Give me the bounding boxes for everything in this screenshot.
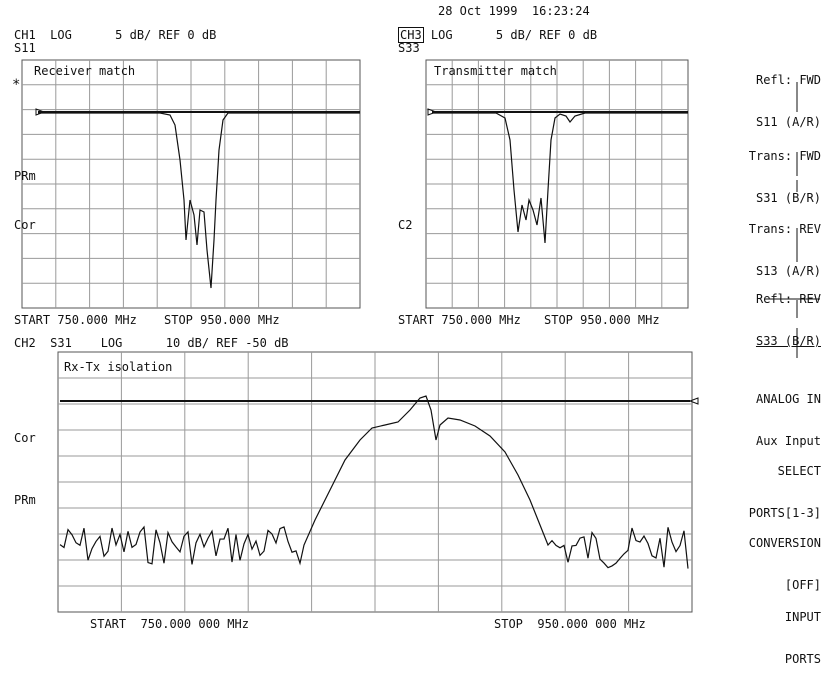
ch2-annotation-cor: Cor: [14, 431, 36, 445]
ch2-stop-frequency: STOP 950.000 000 MHz: [494, 617, 646, 631]
ch1-stop-frequency: STOP 950.000 MHz: [164, 313, 280, 327]
softkey-sublabel: PORTS: [784, 652, 821, 666]
ch3-stop-frequency: STOP 950.000 MHz: [544, 313, 660, 327]
ch3-parameter: S33: [398, 41, 420, 55]
softkey-label: INPUT: [784, 610, 821, 624]
softkey-sublabel: S33 (B/R): [755, 334, 821, 348]
ch3-header: CH3 LOG 5 dB/ REF 0 dB: [398, 27, 598, 43]
analyzer-display: [21, 59, 820, 613]
ch1-graticule: [21, 59, 361, 309]
timestamp: 28 Oct 1999 16:23:24: [438, 4, 590, 18]
ch1-active-marker: *: [12, 77, 21, 93]
softkey-sublabel: S31 (B/R): [755, 191, 821, 205]
ch3-scale: LOG 5 dB/ REF 0 dB: [423, 28, 598, 42]
ch1-title: Receiver match: [34, 64, 136, 78]
ch1-start-frequency: START 750.000 MHz: [14, 313, 137, 327]
softkey-separators: [765, 82, 820, 358]
softkey-sublabel: S13 (A/R): [755, 264, 821, 278]
ch1-header: CH1 LOG 5 dB/ REF 0 dB: [14, 28, 217, 42]
softkey-label: Trans: REV: [748, 222, 821, 236]
softkey-conversion[interactable]: CONVERSION [OFF]: [749, 508, 821, 606]
ch2-start-frequency: START 750.000 000 MHz: [90, 617, 249, 631]
softkey-sublabel: [OFF]: [784, 578, 821, 592]
softkey-label: Refl: FWD: [755, 73, 821, 87]
ch3-annotation-c2: C2: [398, 218, 413, 232]
ch3-channel-box: CH3: [398, 27, 424, 43]
ch3-trace: [432, 112, 688, 244]
ch2-annotation-prm: PRm: [14, 493, 36, 507]
softkey-trans-fwd[interactable]: Trans: FWD S31 (B/R): [749, 121, 821, 219]
softkey-refl-rev[interactable]: Refl: REV S33 (B/R): [756, 264, 821, 362]
ch3-graticule: [425, 59, 689, 309]
softkey-sublabel: Aux Input: [755, 434, 821, 448]
ch2-title: Rx-Tx isolation: [64, 360, 173, 374]
softkey-label: CONVERSION: [748, 536, 821, 550]
softkey-sublabel: S11 (A/R): [755, 115, 821, 129]
softkey-label: Trans: FWD: [748, 149, 821, 163]
softkey-refl-fwd[interactable]: Refl: FWD S11 (A/R): [756, 45, 821, 143]
softkey-input-ports[interactable]: INPUT PORTS: [785, 582, 821, 680]
ch3-title: Transmitter match: [434, 64, 557, 78]
softkey-trans-rev[interactable]: Trans: REV S13 (A/R): [749, 194, 821, 292]
ch2-header: CH2 S31 LOG 10 dB/ REF -50 dB: [14, 336, 289, 350]
ch1-trace: [38, 112, 360, 289]
softkey-sublabel: PORTS[1-3]: [748, 506, 821, 520]
softkey-select-ports[interactable]: SELECT PORTS[1-3]: [749, 436, 821, 534]
softkey-analog-in[interactable]: ANALOG IN Aux Input: [756, 364, 821, 462]
ch2-trace: [59, 395, 689, 569]
softkey-label: ANALOG IN: [755, 392, 821, 406]
ch1-annotation-prm: PRm: [14, 169, 36, 183]
ch2-reference-marker: [688, 397, 699, 405]
softkey-label: Refl: REV: [755, 292, 821, 306]
ch2-graticule: [57, 351, 699, 613]
ch1-annotation-cor: Cor: [14, 218, 36, 232]
ch3-start-frequency: START 750.000 MHz: [398, 313, 521, 327]
softkey-label: SELECT: [777, 464, 821, 478]
ch1-parameter: S11: [14, 41, 36, 55]
